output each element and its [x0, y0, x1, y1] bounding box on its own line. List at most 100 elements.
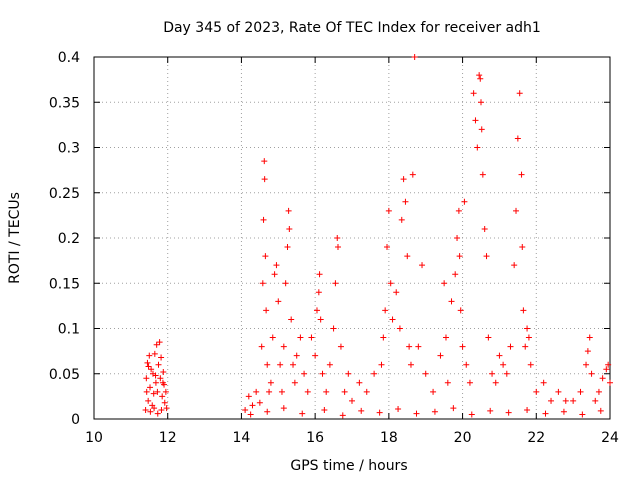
data-point: [455, 207, 462, 214]
data-point: [404, 253, 411, 260]
data-point: [304, 388, 311, 395]
data-point: [511, 262, 518, 269]
data-point: [280, 405, 287, 412]
data-point: [288, 316, 295, 323]
data-point: [492, 379, 499, 386]
y-tick-label: 0: [71, 412, 80, 428]
data-point: [387, 280, 394, 287]
y-tick-label: 0.05: [49, 367, 80, 383]
data-point: [144, 359, 151, 366]
data-point: [358, 407, 365, 414]
data-point: [448, 298, 455, 305]
data-point: [142, 406, 149, 413]
data-point: [597, 407, 604, 414]
data-point: [519, 244, 526, 251]
data-point: [291, 379, 298, 386]
data-point: [341, 388, 348, 395]
data-point: [376, 409, 383, 416]
data-point: [277, 361, 284, 368]
data-point: [316, 271, 323, 278]
data-point: [415, 343, 422, 350]
y-tick-label: 0.35: [49, 95, 80, 111]
data-point: [485, 334, 492, 341]
data-point: [442, 334, 449, 341]
data-point: [489, 370, 496, 377]
data-point: [525, 334, 532, 341]
data-point: [562, 397, 569, 404]
data-point: [389, 316, 396, 323]
data-point: [577, 388, 584, 395]
data-point: [407, 361, 414, 368]
data-point: [474, 144, 481, 151]
data-point: [505, 409, 512, 416]
data-point: [264, 408, 271, 415]
scatter-points: [142, 54, 613, 419]
data-point: [520, 307, 527, 314]
data-point: [459, 343, 466, 350]
data-point: [253, 388, 260, 395]
data-point: [242, 406, 249, 413]
data-point: [555, 388, 562, 395]
data-point: [524, 406, 531, 413]
y-tick-label: 0.25: [49, 186, 80, 202]
data-point: [522, 343, 529, 350]
data-point: [384, 244, 391, 251]
data-point: [299, 410, 306, 417]
data-point: [163, 405, 170, 412]
data-point: [503, 370, 510, 377]
data-point: [158, 406, 165, 413]
data-point: [261, 158, 268, 165]
data-point: [317, 316, 324, 323]
data-point: [145, 363, 152, 370]
data-point: [312, 352, 319, 359]
data-point: [334, 244, 341, 251]
data-point: [487, 407, 494, 414]
data-point: [363, 388, 370, 395]
chart-title: Day 345 of 2023, Rate Of TEC Index for r…: [163, 20, 541, 36]
data-point: [151, 405, 158, 412]
data-point: [406, 343, 413, 350]
data-point: [259, 280, 266, 287]
y-tick-label: 0.3: [58, 141, 80, 157]
data-point: [411, 54, 418, 60]
data-point: [560, 408, 567, 415]
data-point: [583, 361, 590, 368]
data-point: [382, 307, 389, 314]
data-point: [476, 72, 483, 79]
data-point: [441, 280, 448, 287]
data-point: [247, 411, 254, 418]
data-point: [332, 280, 339, 287]
data-point: [450, 405, 457, 412]
grid-lines: [94, 57, 610, 419]
data-point: [266, 388, 273, 395]
data-point: [334, 235, 341, 241]
data-point: [156, 339, 163, 346]
data-point: [483, 253, 490, 260]
x-tick-label: 14: [233, 430, 251, 446]
x-tick-label: 16: [306, 430, 324, 446]
data-point: [444, 379, 451, 386]
data-point: [286, 225, 293, 232]
data-point: [385, 207, 392, 214]
data-point: [249, 402, 256, 409]
data-point: [398, 216, 405, 223]
data-point: [262, 253, 269, 260]
data-point: [162, 388, 169, 395]
data-point: [258, 343, 265, 350]
data-point: [380, 334, 387, 341]
data-point: [146, 352, 153, 359]
data-point: [605, 361, 612, 368]
data-point: [477, 75, 484, 82]
data-point: [603, 366, 610, 373]
x-tick-label: 24: [601, 430, 619, 446]
data-point: [280, 343, 287, 350]
data-point: [470, 90, 477, 97]
data-point: [267, 379, 274, 386]
data-point: [607, 379, 613, 386]
data-point: [400, 176, 407, 183]
data-point: [371, 370, 378, 377]
data-point: [516, 90, 523, 97]
data-point: [150, 390, 157, 397]
data-point: [452, 271, 459, 278]
data-point: [284, 244, 291, 251]
